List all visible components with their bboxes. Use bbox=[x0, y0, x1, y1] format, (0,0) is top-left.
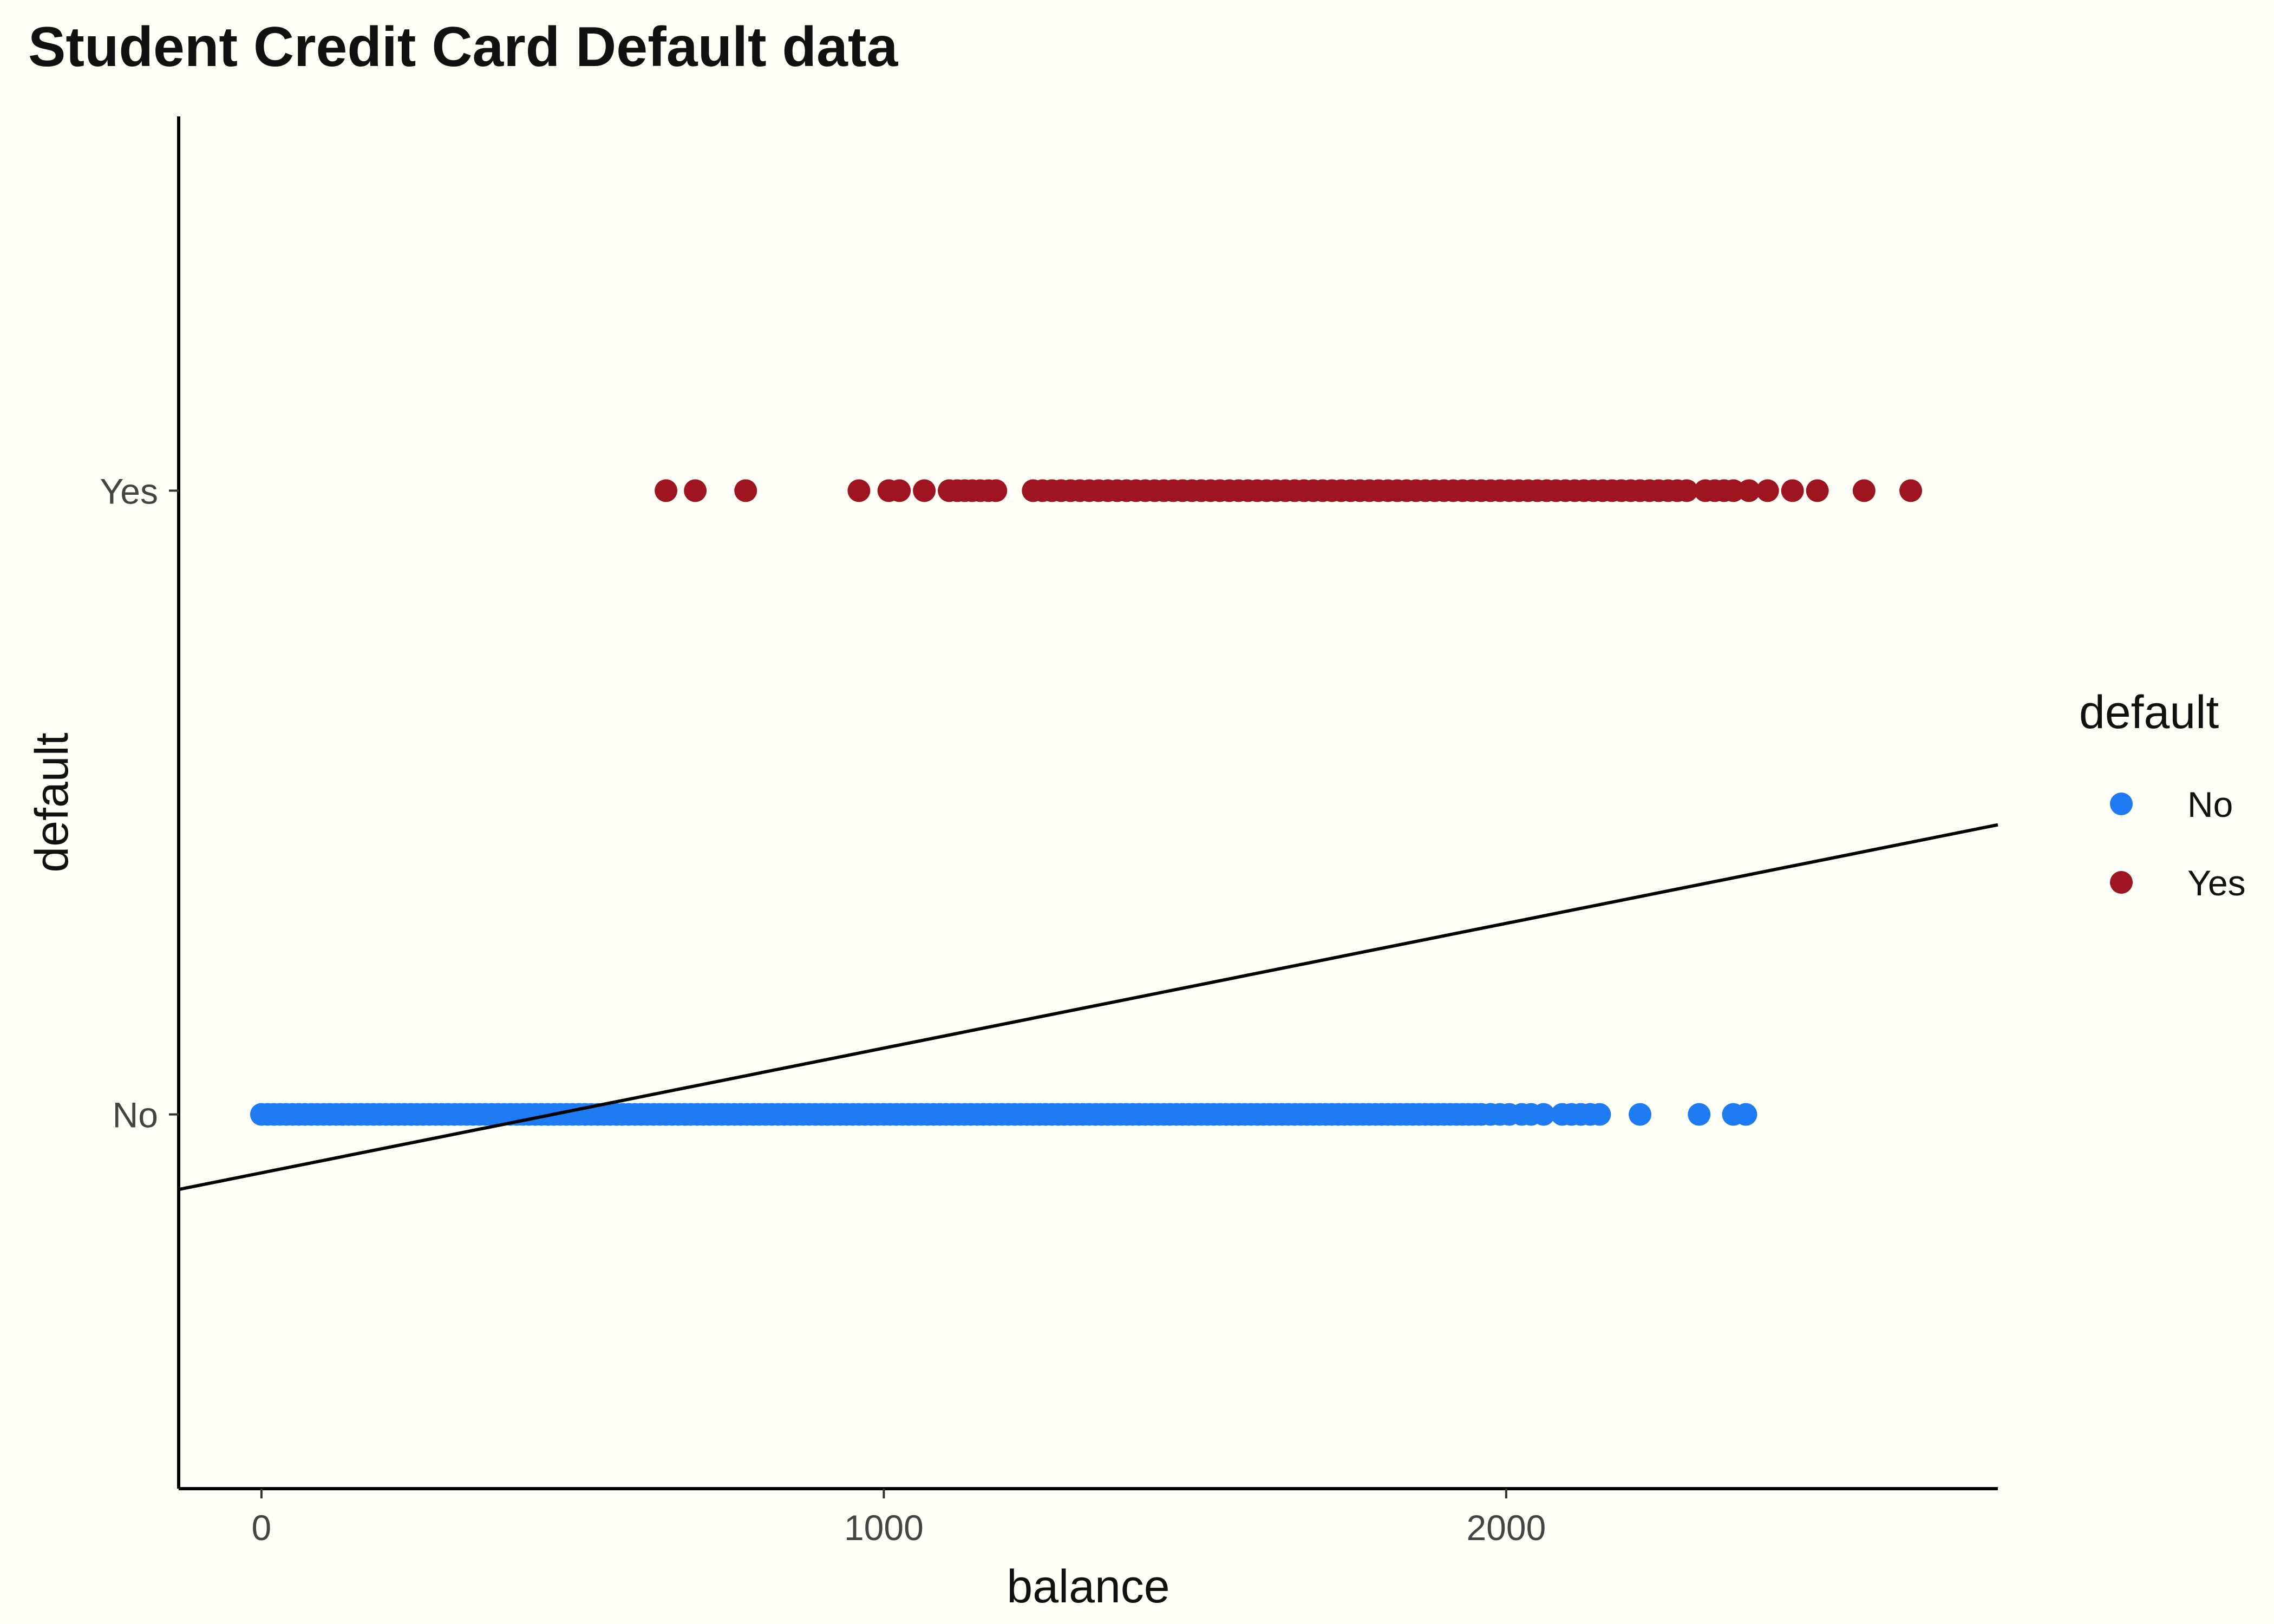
y-tick-label: Yes bbox=[100, 471, 158, 511]
legend-label-yes: Yes bbox=[2187, 863, 2246, 903]
y-axis-ticks: No Yes bbox=[100, 471, 179, 1135]
x-tick-label: 0 bbox=[252, 1508, 272, 1548]
data-point-yes bbox=[1781, 479, 1804, 502]
x-axis-ticks: 0 1000 2000 bbox=[252, 1489, 1546, 1548]
data-point-yes bbox=[1852, 479, 1876, 502]
data-point-no bbox=[1532, 1103, 1555, 1126]
x-tick-label: 2000 bbox=[1466, 1508, 1546, 1548]
regression-line bbox=[178, 823, 1998, 1191]
data-point-yes bbox=[1899, 479, 1923, 502]
legend-key-yes bbox=[2110, 871, 2133, 894]
x-tick-label: 1000 bbox=[844, 1508, 924, 1548]
data-point-no bbox=[1734, 1103, 1757, 1126]
x-axis-title: balance bbox=[1007, 1561, 1169, 1613]
data-point-no bbox=[1588, 1103, 1611, 1126]
data-point-no bbox=[1629, 1103, 1652, 1126]
data-point-yes bbox=[984, 479, 1008, 502]
data-point-yes bbox=[1806, 479, 1829, 502]
data-point-yes bbox=[655, 479, 678, 502]
chart-title: Student Credit Card Default data bbox=[28, 16, 899, 78]
legend-entries: No Yes bbox=[2110, 784, 2246, 903]
regression-line-group bbox=[178, 823, 1998, 1191]
legend-title: default bbox=[2079, 686, 2219, 738]
data-point-yes bbox=[1737, 479, 1761, 502]
data-point-yes bbox=[1756, 479, 1779, 502]
data-point-yes bbox=[1675, 479, 1698, 502]
data-point-yes bbox=[888, 479, 911, 502]
data-point-yes bbox=[684, 479, 707, 502]
y-tick-label: No bbox=[113, 1095, 158, 1135]
legend: default No Yes bbox=[2079, 686, 2246, 903]
legend-key-no bbox=[2110, 793, 2133, 815]
data-point-no bbox=[1688, 1103, 1711, 1126]
data-points bbox=[250, 479, 1923, 1126]
legend-label-no: No bbox=[2187, 784, 2233, 824]
data-point-yes bbox=[1722, 479, 1745, 502]
data-point-yes bbox=[913, 479, 936, 502]
data-point-yes bbox=[847, 479, 871, 502]
y-axis-title: default bbox=[26, 732, 78, 872]
data-point-yes bbox=[734, 479, 757, 502]
